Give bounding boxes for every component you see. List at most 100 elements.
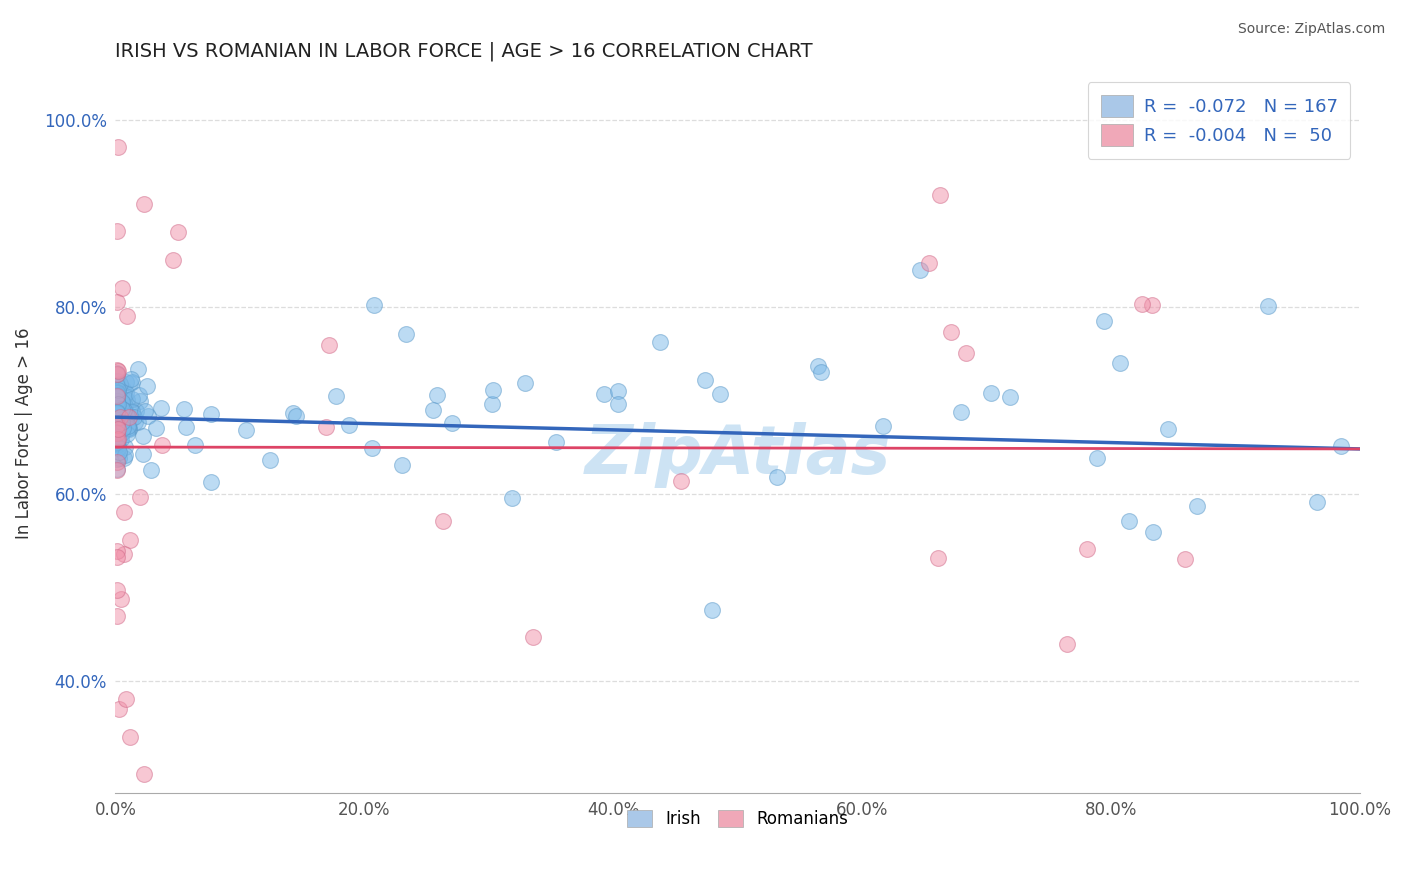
Legend: Irish, Romanians: Irish, Romanians	[620, 803, 855, 835]
Point	[105, 388, 128, 402]
Point	[107, 407, 129, 421]
Point	[1109, 356, 1132, 370]
Point	[105, 437, 128, 451]
Point	[107, 433, 129, 447]
Point	[128, 393, 150, 408]
Point	[121, 375, 143, 389]
Text: ZipAtlas: ZipAtlas	[585, 422, 890, 488]
Point	[360, 441, 382, 455]
Point	[107, 406, 129, 420]
Point	[105, 426, 128, 441]
Point	[127, 415, 149, 429]
Point	[105, 395, 128, 409]
Point	[941, 326, 963, 340]
Point	[117, 420, 139, 434]
Point	[929, 187, 952, 202]
Point	[110, 393, 132, 408]
Point	[120, 533, 142, 547]
Point	[117, 418, 139, 433]
Point	[122, 410, 145, 425]
Point	[108, 409, 131, 424]
Point	[980, 386, 1002, 401]
Point	[105, 405, 128, 419]
Point	[131, 428, 153, 442]
Point	[105, 432, 128, 446]
Point	[810, 365, 832, 379]
Point	[592, 387, 614, 401]
Point	[1118, 515, 1140, 529]
Point	[121, 404, 143, 418]
Point	[112, 402, 135, 417]
Point	[108, 451, 131, 466]
Point	[1257, 299, 1279, 313]
Point	[315, 419, 337, 434]
Point	[105, 427, 128, 442]
Point	[105, 434, 128, 448]
Point	[918, 256, 941, 270]
Point	[118, 730, 141, 744]
Point	[132, 197, 155, 211]
Point	[132, 767, 155, 781]
Point	[949, 405, 972, 419]
Point	[107, 407, 129, 421]
Point	[440, 416, 463, 430]
Point	[105, 422, 128, 436]
Point	[150, 438, 173, 452]
Point	[139, 463, 162, 477]
Point	[105, 391, 128, 405]
Point	[121, 405, 143, 419]
Point	[114, 385, 136, 400]
Point	[105, 388, 128, 402]
Point	[105, 406, 128, 420]
Point	[1174, 552, 1197, 566]
Point	[107, 438, 129, 452]
Point	[522, 630, 544, 644]
Text: Source: ZipAtlas.com: Source: ZipAtlas.com	[1237, 22, 1385, 37]
Point	[111, 394, 134, 409]
Point	[107, 402, 129, 417]
Point	[105, 367, 128, 381]
Point	[107, 384, 129, 398]
Point	[112, 409, 135, 423]
Point	[395, 326, 418, 341]
Point	[606, 384, 628, 398]
Point	[110, 377, 132, 392]
Point	[115, 409, 138, 423]
Point	[105, 455, 128, 469]
Point	[1085, 451, 1108, 466]
Point	[110, 433, 132, 447]
Point	[105, 430, 128, 444]
Point	[105, 424, 128, 438]
Point	[162, 253, 184, 268]
Point	[115, 392, 138, 407]
Point	[184, 438, 207, 452]
Point	[120, 372, 142, 386]
Point	[105, 386, 128, 401]
Point	[107, 442, 129, 456]
Point	[422, 402, 444, 417]
Point	[108, 701, 131, 715]
Point	[105, 393, 128, 408]
Point	[173, 402, 195, 417]
Point	[105, 413, 128, 427]
Point	[114, 505, 136, 519]
Point	[235, 423, 257, 437]
Point	[114, 440, 136, 454]
Point	[927, 550, 949, 565]
Point	[105, 367, 128, 381]
Point	[136, 379, 159, 393]
Point	[105, 451, 128, 466]
Point	[107, 409, 129, 423]
Point	[546, 435, 568, 450]
Point	[117, 409, 139, 423]
Point	[285, 409, 308, 423]
Point	[127, 362, 149, 376]
Point	[124, 415, 146, 429]
Point	[872, 419, 894, 434]
Point	[105, 405, 128, 419]
Point	[105, 417, 128, 432]
Point	[105, 406, 128, 420]
Point	[105, 423, 128, 437]
Point	[318, 337, 340, 351]
Point	[648, 334, 671, 349]
